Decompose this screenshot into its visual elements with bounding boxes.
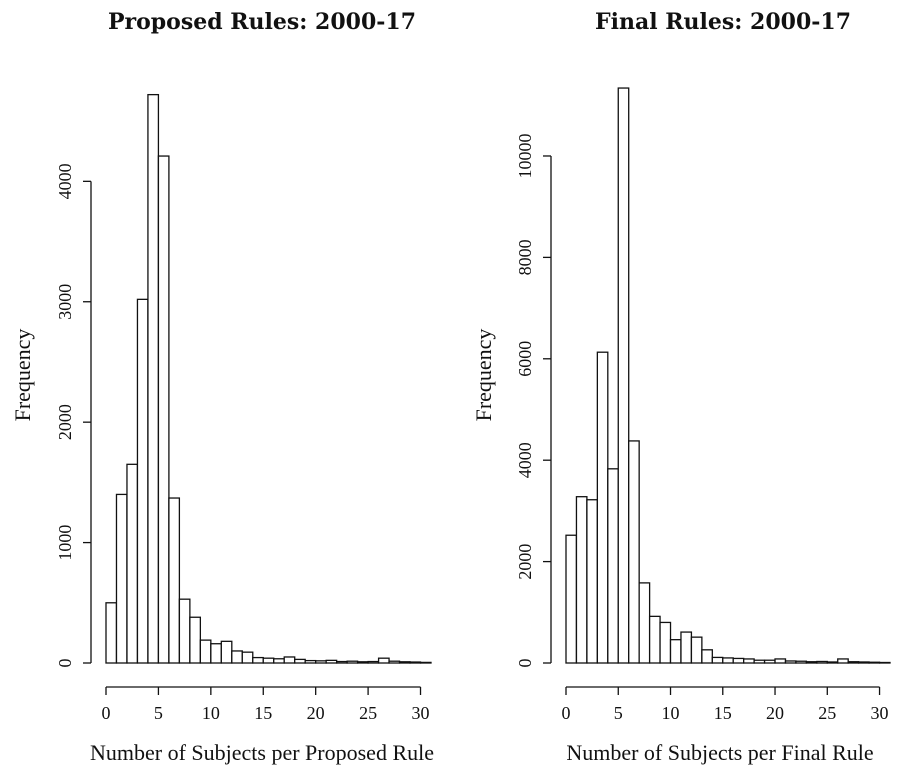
histogram-bar	[575, 496, 588, 664]
histogram-bar	[304, 659, 317, 664]
y-tick-label: 4000	[515, 442, 535, 478]
histogram-bar	[189, 616, 202, 664]
x-tick-label: 30	[412, 703, 430, 723]
y-tick-label: 3000	[55, 284, 75, 320]
histogram-bar	[565, 534, 578, 664]
x-tick-label: 25	[359, 703, 377, 723]
y-tick-label: 0	[515, 659, 535, 668]
histogram-bar	[743, 658, 755, 664]
x-tick-label: 15	[714, 703, 732, 723]
histogram-bar	[377, 657, 390, 664]
histogram-bar	[628, 440, 640, 664]
histogram-bar	[346, 660, 359, 664]
histogram-bar	[847, 661, 860, 664]
histogram-bar	[586, 499, 599, 664]
histogram-bar	[732, 657, 745, 664]
y-tick-label: 10000	[515, 133, 535, 178]
x-tick-label: 20	[307, 703, 325, 723]
x-tick-label: 20	[766, 703, 784, 723]
histogram-bar	[711, 656, 724, 664]
histogram-bar	[241, 651, 254, 664]
histogram-bar	[868, 661, 881, 664]
histogram-bar	[315, 660, 327, 664]
final-rules-panel: Final Rules: 2000-17 Number of Subjects …	[471, 9, 891, 765]
x-tick-label: 0	[562, 703, 571, 723]
x-tick-label: 10	[202, 703, 220, 723]
histogram-bar	[273, 658, 285, 664]
histogram-bar	[826, 661, 839, 664]
x-tick-label: 10	[662, 703, 680, 723]
histogram-bar	[784, 660, 797, 664]
histogram-bar	[178, 598, 191, 664]
x-tick-label: 5	[614, 703, 623, 723]
histogram-bar	[231, 650, 243, 664]
histogram-bar	[690, 636, 703, 664]
histogram-bar	[294, 658, 306, 664]
histogram-bar	[157, 155, 170, 664]
histogram-bar	[816, 660, 828, 664]
histogram-bar	[356, 661, 369, 664]
histogram-bar	[210, 643, 222, 664]
x-tick-label: 30	[871, 703, 889, 723]
histogram-bar	[878, 661, 891, 664]
proposed-rules-panel: Proposed Rules: 2000-17 Number of Subjec…	[10, 9, 434, 765]
y-tick-label: 0	[55, 659, 75, 668]
histogram-bar	[680, 631, 693, 664]
histogram-bar	[701, 649, 713, 664]
histogram-bar	[753, 659, 766, 664]
histogram-bar	[199, 639, 212, 664]
x-tick-label: 5	[154, 703, 163, 723]
histogram-bar	[805, 661, 818, 664]
histogram-bar	[795, 660, 808, 664]
histogram-bar	[398, 661, 411, 664]
histogram-bar	[638, 582, 651, 664]
histogram-bar	[115, 493, 128, 664]
y-tick-label: 2000	[515, 544, 535, 580]
histogram-bar	[126, 463, 139, 664]
histogram-bar	[105, 602, 118, 664]
histogram-bar	[335, 660, 348, 664]
histogram-bar	[283, 656, 296, 664]
histogram-bar	[837, 658, 849, 664]
y-tick-label: 6000	[515, 341, 535, 377]
histogram-bar	[419, 661, 432, 664]
y-tick-label: 1000	[55, 525, 75, 561]
histogram-bar	[722, 657, 734, 664]
histogram-bar	[659, 621, 672, 664]
histogram-bar	[648, 615, 661, 664]
x-axis-label: Number of Subjects per Proposed Rule	[90, 740, 434, 765]
histogram-bar	[252, 656, 264, 664]
histogram-bar	[168, 497, 181, 664]
histogram-bar	[147, 93, 160, 664]
chart-title: Final Rules: 2000-17	[595, 9, 851, 35]
histogram-bar	[763, 659, 776, 664]
x-tick-label: 25	[818, 703, 836, 723]
histogram-bar	[409, 661, 422, 664]
y-tick-label: 8000	[515, 239, 535, 275]
x-axis-label: Number of Subjects per Final Rule	[566, 740, 873, 765]
y-axis-label: Frequency	[471, 329, 496, 422]
histogram-bar	[607, 468, 619, 664]
y-tick-label: 2000	[55, 404, 75, 440]
histogram-bar	[220, 640, 233, 664]
histogram-bar	[617, 87, 630, 664]
y-axis-label: Frequency	[10, 329, 35, 422]
x-tick-label: 0	[102, 703, 111, 723]
histogram-bar	[262, 657, 275, 664]
histogram-bar	[669, 639, 682, 664]
y-tick-label: 4000	[55, 163, 75, 199]
histogram-bar	[857, 661, 870, 664]
histogram-bar	[136, 298, 149, 664]
histogram-bar	[367, 660, 380, 664]
x-tick-label: 15	[254, 703, 272, 723]
histogram-bar	[325, 659, 338, 664]
chart-title: Proposed Rules: 2000-17	[108, 9, 416, 35]
histogram-bar	[596, 351, 609, 664]
histogram-bar	[388, 660, 401, 664]
histogram-bar	[774, 658, 787, 664]
